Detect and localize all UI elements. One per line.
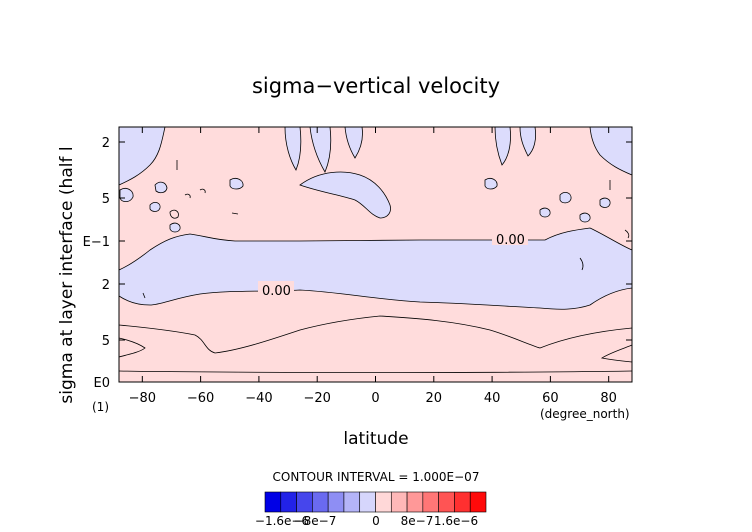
negative-blob: [589, 126, 633, 176]
contour-line: [579, 257, 584, 271]
colorbar-swatch: [375, 491, 392, 513]
x-tick-label: −20: [303, 391, 330, 406]
negative-blob: [149, 202, 161, 212]
y-tick-label: 5: [102, 192, 110, 207]
y-axis-label: sigma at layer interface (half l: [57, 146, 77, 403]
colorbar-tick-label: −1.6e−6: [255, 514, 309, 528]
contour-label: 0.00: [496, 233, 525, 248]
colorbar-swatch: [359, 491, 376, 513]
contour-line: [169, 209, 179, 219]
x-tick-label: 20: [426, 391, 443, 406]
colorbar-swatch: [406, 491, 424, 513]
contour-line: [142, 292, 146, 299]
colorbar-swatch: [343, 491, 361, 513]
contour-line: [118, 315, 633, 354]
y-axis: 2 5 E−1 2 5 E0: [83, 136, 632, 391]
contour-line: [199, 188, 206, 194]
contour-line: [600, 344, 633, 363]
chart-title: sigma−vertical velocity: [252, 74, 500, 98]
colorbar-swatch: [280, 491, 297, 513]
x-tick-label: 0: [371, 391, 379, 406]
contour-lines: [118, 160, 633, 373]
colorbar-swatch: [469, 491, 487, 513]
negative-blob: [539, 207, 551, 218]
colorbar-tick-label: −8e−7: [294, 514, 337, 528]
colorbar-tick-label: 0: [372, 514, 380, 528]
y-tick-label: E0: [94, 376, 111, 391]
negative-blob: [484, 178, 498, 190]
negative-blob: [344, 126, 363, 159]
contour-line: [118, 370, 633, 373]
negative-blob: [119, 188, 134, 203]
contour-line: [184, 193, 191, 199]
y-tick-label: 2: [102, 136, 110, 151]
negative-blob: [169, 222, 181, 233]
x-tick-label: 80: [600, 391, 617, 406]
colorbar-tick-label: 8e−7: [401, 514, 434, 528]
colorbar-swatch: [438, 491, 455, 513]
x-tick-label: −60: [187, 391, 214, 406]
colorbar-swatch: [454, 491, 471, 513]
negative-blob: [579, 212, 591, 223]
colorbar-swatch: [264, 491, 282, 513]
negative-blob: [118, 126, 166, 186]
contour-line: [624, 229, 630, 239]
y-tick-label: 2: [102, 278, 110, 293]
negative-blob: [284, 126, 302, 171]
colorbar-swatch: [422, 491, 439, 513]
x-axis-label: latitude: [343, 429, 408, 449]
colorbar-swatch: [296, 491, 313, 513]
x-axis-unit: (degree_north): [540, 407, 630, 421]
x-axis: −80 −60 −40 −20 0 20 40 60 80: [129, 127, 617, 406]
y-axis-unit: (1): [92, 400, 109, 414]
colorbar-tick-label: 1.6e−6: [434, 514, 478, 528]
x-tick-label: −80: [129, 391, 156, 406]
negative-blob: [309, 126, 332, 173]
x-tick-label: 40: [484, 391, 501, 406]
contour-line: [118, 337, 146, 358]
x-tick-label: 60: [542, 391, 559, 406]
negative-blob: [299, 171, 391, 219]
negative-blob: [519, 126, 536, 157]
y-tick-label: 5: [102, 334, 110, 349]
negative-blob: [229, 178, 244, 190]
colorbar: [264, 491, 487, 513]
colorbar-ticks: −1.6e−6−8e−7 0 8e−7 1.6e−6: [255, 514, 478, 528]
negative-blob: [494, 126, 511, 166]
plot-area: 0.00 0.00: [118, 126, 633, 383]
colorbar-swatch: [312, 491, 329, 513]
contour-interval: CONTOUR INTERVAL = 1.000E−07: [273, 470, 480, 484]
colorbar-swatch: [327, 491, 345, 513]
contour-label: 0.00: [262, 284, 291, 299]
negative-blob: [599, 197, 611, 208]
colorbar-swatch: [390, 491, 408, 513]
negative-blob: [559, 192, 572, 204]
x-tick-label: −40: [245, 391, 272, 406]
negative-blob: [154, 181, 168, 194]
contour-line: [231, 212, 239, 215]
y-tick-label: E−1: [83, 235, 110, 250]
